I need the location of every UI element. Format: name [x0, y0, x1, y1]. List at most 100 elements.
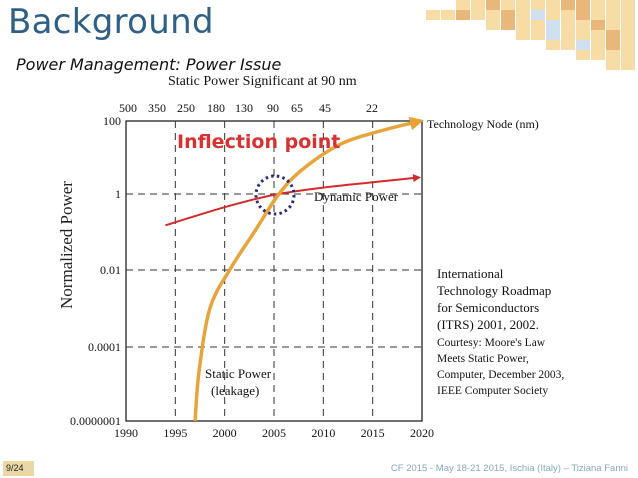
- decorative-tile: [561, 0, 575, 10]
- decorative-tile: [441, 10, 455, 20]
- y-tick-label: 0.0001: [88, 340, 121, 354]
- decorative-tile: [456, 10, 470, 20]
- top-tick-label: 250: [177, 101, 195, 115]
- decorative-tile: [591, 30, 605, 40]
- decorative-tile-pattern: [426, 0, 638, 70]
- y-tick-label: 0.0000001: [70, 414, 121, 428]
- decorative-tile: [426, 10, 440, 20]
- decorative-tile: [516, 0, 530, 10]
- x-tick-label: 1990: [114, 426, 138, 440]
- x-tick-label: 2010: [311, 426, 335, 440]
- decorative-tile: [576, 20, 590, 30]
- decorative-tile: [621, 20, 635, 30]
- itrs-note-line4: (ITRS) 2001, 2002.: [437, 317, 539, 332]
- decorative-tile: [576, 10, 590, 20]
- decorative-tile: [591, 20, 605, 30]
- static-power-label-line2: (leakage): [211, 383, 259, 398]
- decorative-tile: [546, 20, 560, 30]
- decorative-tile: [561, 30, 575, 40]
- decorative-tile: [486, 10, 500, 20]
- footer-text: CF 2015 - May 18-21 2015, Ischia (Italy)…: [390, 463, 628, 474]
- chart-grid: [126, 121, 422, 421]
- y-axis-label: Normalized Power: [57, 181, 76, 309]
- dynamic-power-curve: [165, 174, 422, 227]
- decorative-tile: [531, 10, 545, 20]
- chart-title: Static Power Significant at 90 nm: [168, 74, 357, 89]
- courtesy-line4: IEEE Computer Society: [437, 385, 548, 397]
- page-number: 9/24: [3, 461, 34, 476]
- decorative-tile: [531, 0, 545, 10]
- decorative-tile: [486, 0, 500, 10]
- decorative-tile: [531, 20, 545, 30]
- y-tick-label: 100: [103, 114, 121, 128]
- inflection-circle: [254, 174, 296, 216]
- top-tick-label: 65: [291, 101, 303, 115]
- decorative-tile: [621, 40, 635, 50]
- decorative-tile: [501, 10, 515, 20]
- itrs-note-line3: for Semiconductors: [437, 300, 539, 315]
- decorative-tile: [546, 0, 560, 10]
- axis-ticks: 1990 1995 2000 2005 2010 2015 2020 100 1 0.01 0.00…: [70, 101, 434, 440]
- decorative-tile: [591, 50, 605, 60]
- top-axis-label: Technology Node (nm): [427, 117, 539, 131]
- top-tick-label: 350: [148, 101, 166, 115]
- top-tick-label: 90: [267, 101, 279, 115]
- inflection-point-label: Inflection point: [177, 131, 340, 153]
- decorative-tile: [561, 20, 575, 30]
- decorative-tile: [471, 0, 485, 10]
- decorative-tile: [591, 10, 605, 20]
- decorative-tile: [516, 30, 530, 40]
- decorative-tile: [561, 40, 575, 50]
- itrs-note-line2: Technology Roadmap: [437, 283, 551, 298]
- decorative-tile: [621, 50, 635, 60]
- decorative-tile: [576, 50, 590, 60]
- top-tick-label: 22: [366, 101, 378, 115]
- courtesy-line2: Meets Static Power,: [437, 353, 529, 365]
- decorative-tile: [621, 10, 635, 20]
- x-tick-label: 1995: [163, 426, 187, 440]
- static-power-curve: [193, 116, 424, 422]
- decorative-tile: [606, 30, 620, 40]
- x-tick-label: 2000: [213, 426, 237, 440]
- decorative-tile: [606, 50, 620, 60]
- decorative-tile: [576, 40, 590, 50]
- chart-series: [165, 116, 424, 422]
- decorative-tile: [501, 0, 515, 10]
- decorative-tile: [606, 10, 620, 20]
- decorative-tile: [621, 60, 635, 70]
- y-tick-label: 1: [115, 187, 121, 201]
- decorative-tile: [576, 0, 590, 10]
- slide-subtitle: Power Management: Power Issue: [16, 55, 282, 74]
- decorative-tile: [501, 20, 515, 30]
- decorative-tile: [606, 60, 620, 70]
- slide-title: Background: [8, 2, 214, 42]
- dynamic-power-label: Dynamic Power: [314, 189, 399, 204]
- courtesy-line1: Courtesy: Moore's Law: [437, 337, 546, 349]
- decorative-tile: [486, 20, 500, 30]
- courtesy-line3: Computer, December 2003,: [437, 369, 564, 381]
- decorative-tile: [516, 10, 530, 20]
- decorative-tile: [591, 0, 605, 10]
- decorative-tile: [591, 40, 605, 50]
- decorative-tile: [546, 10, 560, 20]
- itrs-note-line1: International: [437, 266, 504, 281]
- x-tick-label: 2015: [361, 426, 385, 440]
- decorative-tile: [546, 30, 560, 40]
- decorative-tile: [531, 30, 545, 40]
- static-power-label-line1: Static Power: [205, 366, 272, 381]
- decorative-tile: [546, 40, 560, 50]
- decorative-tile: [606, 40, 620, 50]
- top-tick-label: 130: [235, 101, 253, 115]
- decorative-tile: [516, 20, 530, 30]
- top-tick-label: 500: [119, 101, 137, 115]
- top-tick-label: 180: [207, 101, 225, 115]
- decorative-tile: [576, 30, 590, 40]
- decorative-tile: [561, 10, 575, 20]
- x-tick-label: 2020: [410, 426, 434, 440]
- top-tick-label: 45: [319, 101, 331, 115]
- decorative-tile: [456, 0, 470, 10]
- decorative-tile: [621, 30, 635, 40]
- decorative-tile: [606, 20, 620, 30]
- decorative-tile: [471, 10, 485, 20]
